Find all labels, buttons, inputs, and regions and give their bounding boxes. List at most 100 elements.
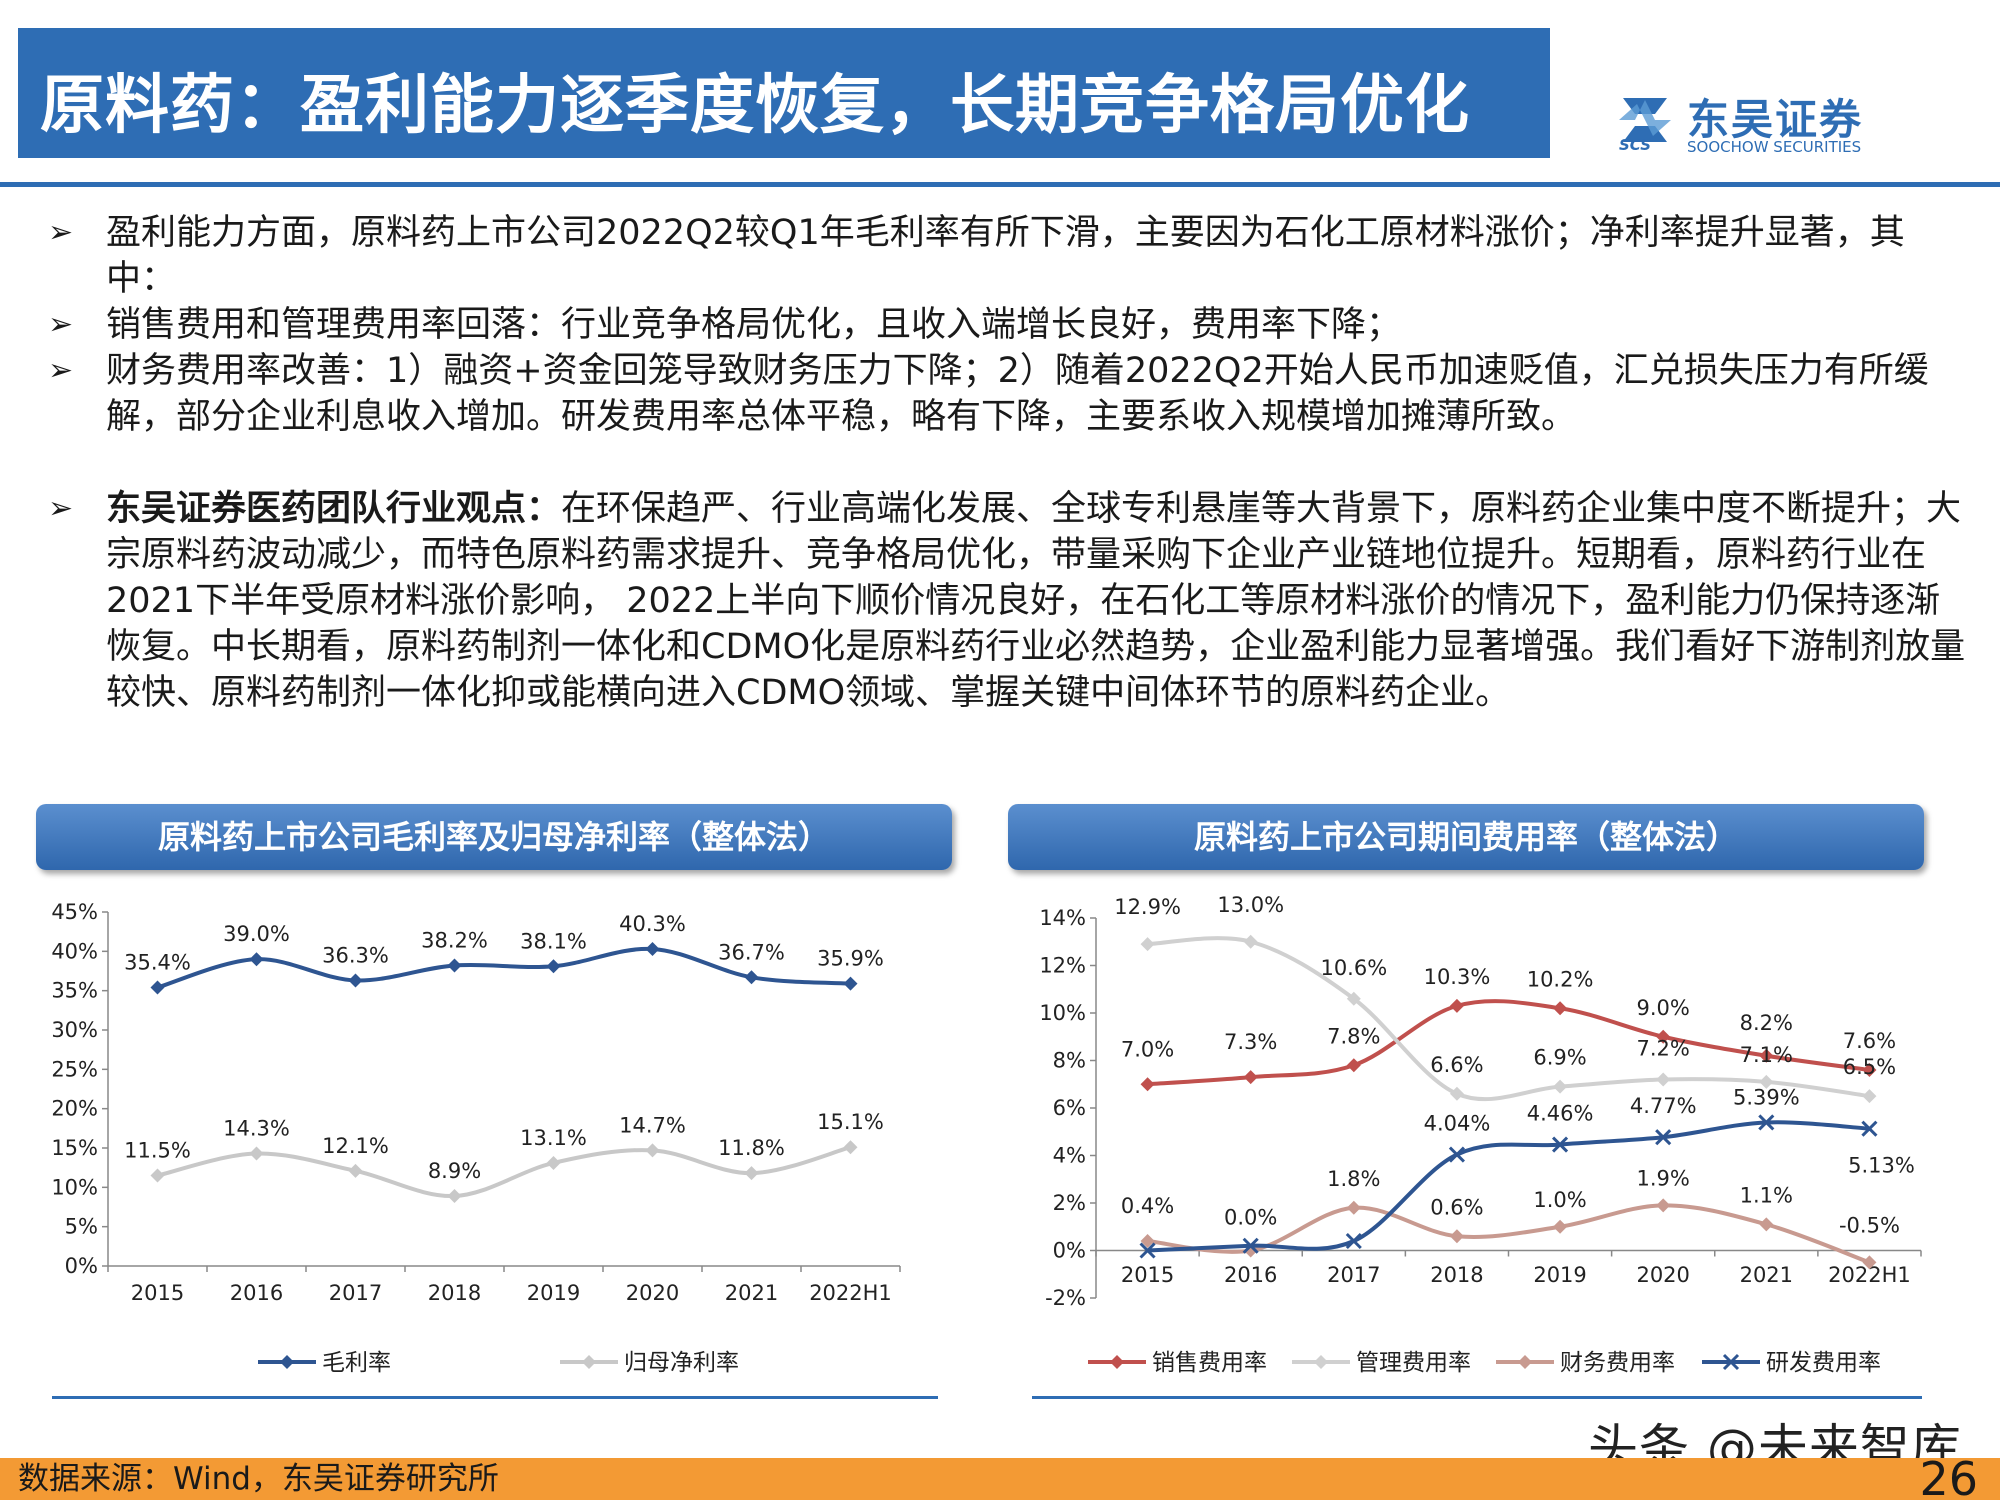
arrow-bullet-icon: ➢: [48, 353, 74, 388]
x-tick-label: 2018: [428, 1281, 481, 1305]
data-point: [1862, 1089, 1877, 1104]
series-line: [1147, 936, 1870, 1102]
chart-left-title: 原料药上市公司毛利率及归母净利率（整体法）: [36, 804, 952, 870]
series-归母净利率: [150, 1140, 858, 1203]
logo-name-cn: 东吴证券: [1687, 95, 1864, 144]
data-point: [744, 1166, 759, 1181]
bullet-item: ➢ 销售费用和管理费用率回落：行业竞争格局优化，且收入端增长良好，费用率下降；: [48, 302, 1968, 348]
series-line: [156, 946, 851, 990]
legend-marker: [1518, 1355, 1532, 1369]
legend-label: 财务费用率: [1560, 1350, 1675, 1376]
data-point: [1346, 1058, 1361, 1073]
y-tick-label: 10%: [51, 1175, 98, 1199]
data-point: [447, 958, 462, 973]
series-line: [1147, 999, 1870, 1087]
y-tick-label: 6%: [1053, 1096, 1086, 1120]
arrow-bullet-icon: ➢: [48, 307, 74, 342]
data-label: 12.9%: [1114, 895, 1181, 919]
data-point: [1553, 1001, 1568, 1016]
x-tick-label: 2020: [626, 1281, 679, 1305]
data-point: [843, 976, 858, 991]
data-label: 6.5%: [1843, 1055, 1896, 1079]
x-tick-label: 2016: [1224, 1263, 1277, 1287]
legend-item: 销售费用率: [1088, 1350, 1267, 1376]
legend-label: 研发费用率: [1766, 1350, 1881, 1376]
data-point: [1448, 1146, 1465, 1163]
y-tick-label: 40%: [51, 939, 98, 963]
data-label: 8.9%: [428, 1159, 481, 1183]
data-point: [1243, 934, 1258, 949]
legend-marker: [582, 1355, 596, 1369]
legend-label: 销售费用率: [1152, 1350, 1267, 1376]
x-tick-label: 2021: [725, 1281, 778, 1305]
bullet-list: ➢ 盈利能力方面，原料药上市公司2022Q2较Q1年毛利率有所下滑，主要因为石化…: [48, 210, 1968, 716]
data-label: 10.6%: [1320, 956, 1387, 980]
data-point: [1759, 1048, 1774, 1063]
bullet-item: ➢ 财务费用率改善：1）融资+资金回笼导致财务压力下降；2）随着2022Q2开始…: [48, 348, 1968, 440]
y-tick-label: -2%: [1045, 1286, 1086, 1310]
data-point: [1243, 1070, 1258, 1085]
data-label: 38.2%: [421, 928, 488, 952]
legend-label: 毛利率: [322, 1350, 391, 1376]
data-point: [1449, 1229, 1464, 1244]
data-point: [150, 1168, 165, 1183]
data-label: 7.0%: [1121, 1037, 1174, 1061]
x-tick-label: 2017: [329, 1281, 382, 1305]
x-tick-label: 2022H1: [809, 1281, 892, 1305]
bullet-text: 销售费用和管理费用率回落：行业竞争格局优化，且收入端增长良好，费用率下降；: [106, 305, 1402, 345]
series-销售费用率: [1140, 998, 1877, 1092]
data-label: 1.0%: [1533, 1188, 1586, 1212]
y-tick-label: 2%: [1053, 1191, 1086, 1215]
chart-left-bottom-rule: [52, 1396, 938, 1399]
data-point: [1656, 1198, 1671, 1213]
data-point: [1346, 1200, 1361, 1215]
legend-label: 管理费用率: [1356, 1350, 1471, 1376]
legend-marker: [1110, 1355, 1124, 1369]
data-label: 6.9%: [1533, 1046, 1586, 1070]
bullet-text: 盈利能力方面，原料药上市公司2022Q2较Q1年毛利率有所下滑，主要因为石化工原…: [106, 213, 1905, 299]
data-point: [1140, 1234, 1155, 1248]
data-label: 7.6%: [1843, 1029, 1896, 1053]
data-label: 15.1%: [817, 1110, 884, 1134]
legend-marker: [1722, 1353, 1740, 1371]
data-label: 7.3%: [1224, 1030, 1277, 1054]
data-label: 11.5%: [124, 1139, 191, 1163]
logo-name-en: SOOCHOW SECURITIES: [1687, 138, 1862, 156]
data-point: [348, 1163, 363, 1178]
x-tick-label: 2015: [131, 1281, 184, 1305]
x-tick-label: 2016: [230, 1281, 283, 1305]
bullet-item: ➢ 东吴证券医药团队行业观点：在环保趋严、行业高端化发展、全球专利悬崖等大背景下…: [48, 486, 1968, 716]
data-point: [1862, 1255, 1877, 1270]
data-point: [645, 941, 660, 956]
bullet-text: 财务费用率改善：1）融资+资金回笼导致财务压力下降；2）随着2022Q2开始人民…: [106, 351, 1929, 437]
data-label: 38.1%: [520, 929, 587, 953]
data-point: [150, 980, 165, 995]
data-label: 8.2%: [1740, 1011, 1793, 1035]
data-point: [249, 1146, 264, 1161]
data-point: [1758, 1114, 1775, 1131]
data-label: 7.8%: [1327, 1024, 1380, 1048]
data-point: [1140, 937, 1155, 952]
data-point: [1759, 1074, 1774, 1089]
data-label: 7.1%: [1740, 1043, 1793, 1067]
data-point: [447, 1188, 462, 1203]
legend-marker: [1314, 1355, 1328, 1369]
y-tick-label: 14%: [1039, 906, 1086, 930]
data-label: 4.77%: [1630, 1094, 1697, 1118]
data-label: 13.0%: [1217, 893, 1284, 917]
data-label: 14.7%: [619, 1113, 686, 1137]
data-point: [1553, 1219, 1568, 1234]
legend-item: 财务费用率: [1496, 1350, 1675, 1376]
data-label: 6.6%: [1430, 1053, 1483, 1077]
legend-item: 管理费用率: [1292, 1350, 1471, 1376]
data-label: 1.8%: [1327, 1167, 1380, 1191]
expense-line-chart: -2% 0% 2% 4% 6% 8% 10% 12% 14% 2015 2016 2017 2018 20…: [1039, 893, 1922, 1376]
series-研发费用率: [1139, 1114, 1878, 1259]
data-point: [1656, 1029, 1671, 1044]
legend-item: 毛利率: [258, 1350, 391, 1376]
data-point: [546, 1155, 561, 1170]
data-point: [645, 1143, 660, 1158]
bullet-bold-lead: 东吴证券医药团队行业观点：: [106, 489, 562, 529]
data-label: 0.4%: [1121, 1194, 1174, 1218]
company-logo: 东吴证券 SOOCHOW SECURITIES SCS: [1615, 88, 1895, 160]
